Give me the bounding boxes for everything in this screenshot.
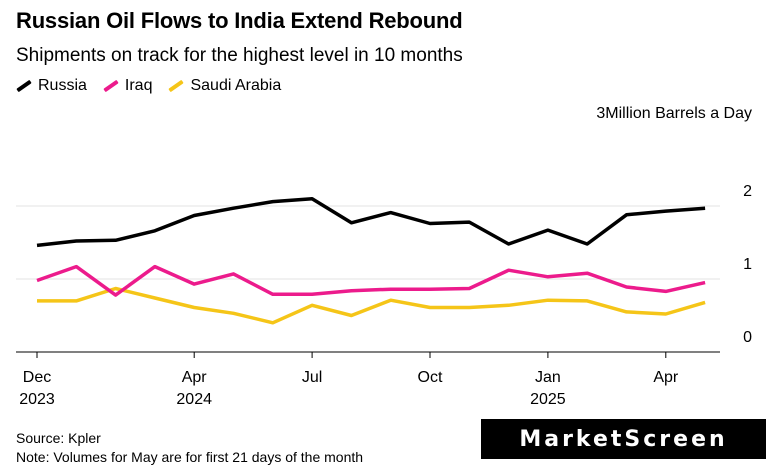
series-line-saudi bbox=[37, 286, 706, 325]
x-tick-label-4: Apr bbox=[182, 369, 208, 386]
series-line-iraq bbox=[36, 264, 706, 297]
x-tick-label-16: Apr bbox=[653, 369, 679, 386]
x-tick-year-13: 2025 bbox=[530, 391, 566, 408]
brand-logo: MarketScreen bbox=[481, 419, 766, 459]
legend-item-iraq: Iraq bbox=[103, 77, 153, 95]
legend-item-saudi: Saudi Arabia bbox=[168, 77, 281, 95]
x-tick-label-0: Dec bbox=[23, 369, 51, 386]
legend-label-saudi: Saudi Arabia bbox=[190, 77, 282, 94]
x-tick-label-7: Jul bbox=[302, 369, 322, 386]
legend-item-russia: Russia bbox=[16, 77, 87, 95]
source-note: Source: Kpler bbox=[16, 430, 101, 446]
y-axis-units-label: 3Million Barrels a Day bbox=[596, 105, 752, 122]
footnote: Note: Volumes for May are for first 21 d… bbox=[16, 449, 364, 465]
legend-label-iraq: Iraq bbox=[124, 77, 153, 94]
series-line-russia bbox=[36, 196, 706, 248]
chart-subtitle: Shipments on track for the highest level… bbox=[16, 45, 463, 66]
x-tick-label-13: Jan bbox=[535, 369, 561, 386]
y-tick-label-0: 0 bbox=[743, 329, 752, 346]
legend-label-russia: Russia bbox=[38, 77, 87, 94]
x-tick-label-10: Oct bbox=[418, 369, 443, 386]
legend: Russia Iraq Saudi Arabia bbox=[16, 77, 297, 95]
y-tick-label-2: 2 bbox=[743, 183, 752, 200]
y-tick-label-1: 1 bbox=[743, 256, 752, 273]
chart-title: Russian Oil Flows to India Extend Reboun… bbox=[16, 8, 463, 33]
x-tick-year-0: 2023 bbox=[19, 391, 55, 408]
x-tick-year-4: 2024 bbox=[176, 391, 212, 408]
